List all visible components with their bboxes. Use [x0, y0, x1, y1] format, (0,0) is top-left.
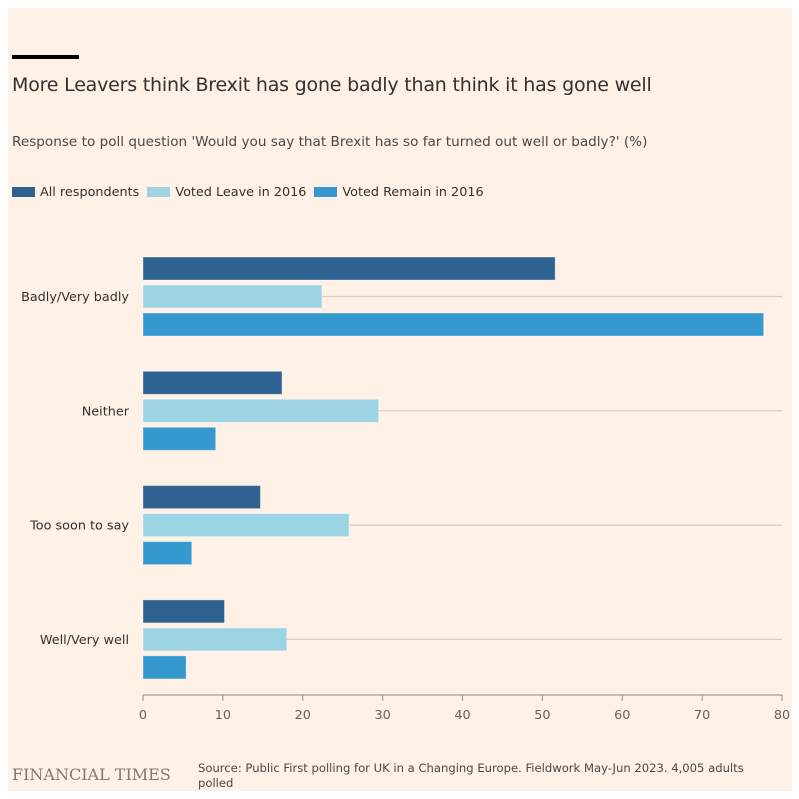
chart-subtitle: Response to poll question 'Would you say… [12, 134, 648, 150]
bar-voted-remain-in-2016-neither [142, 426, 217, 451]
category-label-well-very-well: Well/Very well [40, 633, 129, 648]
bar-voted-leave-in-2016-well-very-well [142, 627, 288, 652]
bar-voted-leave-in-2016-badly-very-badly [142, 284, 323, 309]
bar-voted-remain-in-2016-well-very-well [142, 655, 187, 680]
x-tick-label-10: 10 [215, 708, 231, 723]
x-tick-label-0: 0 [139, 708, 147, 723]
legend-swatch-all-respondents [12, 187, 35, 197]
x-tick-label-80: 80 [774, 708, 790, 723]
x-tick-label-30: 30 [374, 708, 390, 723]
legend-item-all-respondents: All respondents [12, 185, 139, 200]
bar-voted-leave-in-2016-neither [142, 398, 380, 423]
legend-item-voted-remain: Voted Remain in 2016 [314, 184, 484, 200]
legend-swatch-voted-leave [147, 187, 171, 197]
bar-chart: Badly/Very badly Neither Too soon to say We… [21, 256, 790, 723]
x-tick-label-20: 20 [295, 708, 311, 723]
chart-frame: More Leavers think Brexit has gone badly… [8, 8, 792, 791]
category-label-neither: Neither [82, 404, 130, 419]
bar-all-respondents-well-very-well [142, 599, 225, 624]
bar-all-respondents-neither [142, 370, 283, 395]
chart-title: More Leavers think Brexit has gone badly… [12, 74, 652, 96]
legend-label-voted-remain: Voted Remain in 2016 [342, 184, 484, 200]
x-tick-label-60: 60 [614, 708, 630, 723]
bar-all-respondents-badly-very-badly [142, 256, 556, 281]
category-label-badly-very-badly: Badly/Very badly [21, 290, 129, 305]
legend-label-voted-leave: Voted Leave in 2016 [175, 184, 307, 200]
ft-logo: FINANCIAL TIMES [12, 765, 171, 784]
bar-voted-remain-in-2016-too-soon-to-say [142, 541, 193, 566]
x-tick-label-50: 50 [534, 708, 550, 723]
legend: All respondents Voted Leave in 2016 Vote… [12, 182, 492, 202]
legend-swatch-voted-remain [314, 187, 338, 197]
category-label-too-soon-to-say: Too soon to say [29, 519, 129, 534]
legend-item-voted-leave: Voted Leave in 2016 [147, 185, 306, 200]
source-note: Source: Public First polling for UK in a… [198, 761, 744, 790]
header-rule [12, 55, 79, 59]
bar-voted-leave-in-2016-too-soon-to-say [142, 513, 350, 538]
legend-label-all-respondents: All respondents [40, 184, 140, 200]
bar-all-respondents-too-soon-to-say [142, 485, 261, 510]
x-tick-label-70: 70 [694, 708, 710, 723]
bar-voted-remain-in-2016-badly-very-badly [142, 312, 765, 337]
x-tick-label-40: 40 [454, 708, 470, 723]
